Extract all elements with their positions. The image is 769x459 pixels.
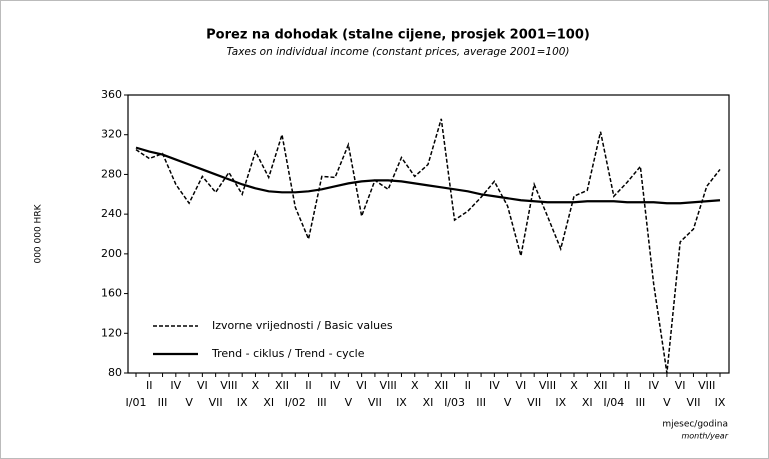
- y-tick-label: 360: [101, 88, 122, 101]
- x-tick-label: VIII: [539, 379, 556, 392]
- x-tick-label: XII: [434, 379, 448, 392]
- x-tick-label: II: [465, 379, 472, 392]
- x-tick-label: III: [476, 396, 486, 409]
- x-tick-label: I/02: [285, 396, 306, 409]
- y-tick-label: 280: [101, 167, 122, 180]
- series-line: [135, 146, 721, 205]
- x-tick-label: I/01: [126, 396, 147, 409]
- x-tick-label: VI: [516, 379, 527, 392]
- x-tick-label: XII: [275, 379, 289, 392]
- y-tick-label: 240: [101, 207, 122, 220]
- x-tick-label: VIII: [698, 379, 715, 392]
- y-tick-label: 200: [101, 247, 122, 260]
- x-tick-label: XI: [423, 396, 434, 409]
- x-tick-label: II: [624, 379, 631, 392]
- x-tick-label: XI: [582, 396, 593, 409]
- y-tick-label: 160: [101, 287, 122, 300]
- x-tick-label: VI: [675, 379, 686, 392]
- x-tick-label: VIII: [380, 379, 397, 392]
- x-tick-label: X: [570, 379, 578, 392]
- x-tick-label: V: [663, 396, 671, 409]
- x-tick-label: IV: [648, 379, 659, 392]
- x-tick-label: X: [252, 379, 260, 392]
- x-tick-label: V: [185, 396, 193, 409]
- x-tick-label: I/03: [444, 396, 465, 409]
- x-tick-label: V: [345, 396, 353, 409]
- x-tick-label: III: [317, 396, 327, 409]
- x-axis-label: mjesec/godina: [662, 420, 728, 430]
- x-tick-label: IV: [489, 379, 500, 392]
- y-axis-label: 000 000 HRK: [34, 203, 44, 263]
- legend-label: Izvorne vrijednosti / Basic values: [212, 319, 393, 332]
- x-tick-label: IV: [330, 379, 341, 392]
- x-tick-label: VI: [197, 379, 208, 392]
- x-tick-label: V: [504, 396, 512, 409]
- x-tick-label: IX: [555, 396, 566, 409]
- y-tick-label: 80: [108, 366, 122, 379]
- y-tick-label: 120: [101, 326, 122, 339]
- chart-title: Porez na dohodak (stalne cijene, prosjek…: [206, 28, 590, 43]
- x-tick-label: XI: [263, 396, 274, 409]
- x-tick-label: IX: [237, 396, 248, 409]
- y-tick-label: 320: [101, 128, 122, 141]
- x-tick-label: X: [411, 379, 419, 392]
- x-tick-label: XII: [594, 379, 608, 392]
- x-tick-label: IV: [170, 379, 181, 392]
- x-tick-label: VII: [527, 396, 541, 409]
- x-tick-label: VII: [209, 396, 223, 409]
- x-tick-label: VII: [368, 396, 382, 409]
- legend-label: Trend - ciklus / Trend - cycle: [211, 347, 365, 360]
- x-axis-label-en: month/year: [681, 432, 728, 441]
- x-tick-label: VII: [686, 396, 700, 409]
- chart-subtitle: Taxes on individual income (constant pri…: [226, 46, 569, 58]
- x-tick-label: II: [146, 379, 153, 392]
- x-tick-label: IX: [715, 396, 726, 409]
- x-tick-label: VI: [356, 379, 367, 392]
- x-tick-label: IX: [396, 396, 407, 409]
- x-tick-label: III: [158, 396, 168, 409]
- series-line: [135, 118, 721, 374]
- x-tick-label: VIII: [220, 379, 237, 392]
- x-tick-label: III: [635, 396, 645, 409]
- x-tick-label: II: [305, 379, 312, 392]
- x-tick-label: I/04: [603, 396, 624, 409]
